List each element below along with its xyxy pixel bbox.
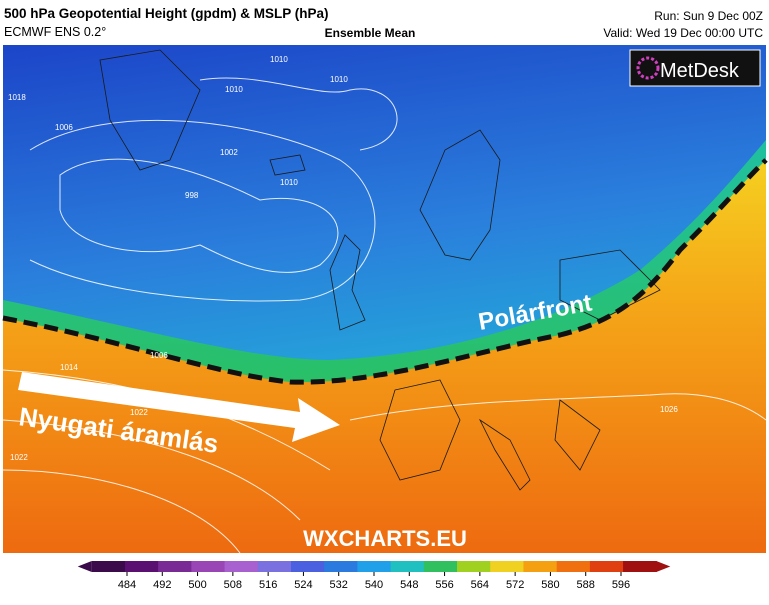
colorbar-segment — [124, 561, 159, 572]
colorbar-segment — [191, 561, 226, 572]
colorbar-segment — [324, 561, 358, 572]
subtitle: Ensemble Mean — [325, 26, 416, 40]
colorbar-tick-label: 516 — [259, 579, 277, 591]
logo: MetDesk — [660, 60, 740, 82]
colorbar-tick-label: 532 — [330, 579, 348, 591]
colorbar-segment — [623, 561, 657, 572]
colorbar-end — [77, 561, 92, 572]
colorbar-tick-label: 564 — [471, 579, 489, 591]
isobar-label: 1022 — [130, 408, 148, 417]
colorbar-tick-label: 596 — [612, 579, 630, 591]
model: ECMWF ENS 0.2° — [4, 25, 106, 39]
colorbar-tick-label: 572 — [506, 579, 524, 591]
valid: Valid: Wed 19 Dec 00:00 UTC — [603, 26, 763, 40]
colorbar-segment — [589, 561, 624, 572]
isobar-label: 1010 — [225, 85, 243, 94]
isobar-label: 1010 — [270, 55, 288, 64]
isobar-label: 1006 — [55, 123, 73, 132]
colorbar-segment — [357, 561, 392, 572]
colorbar-segment — [490, 561, 524, 572]
colorbar-segment — [423, 561, 458, 572]
colorbar-segment — [91, 561, 126, 572]
colorbar-segment — [457, 561, 491, 572]
isobar-label: 998 — [185, 191, 199, 200]
colorbar-tick-label: 580 — [541, 579, 559, 591]
colorbar-segment — [224, 561, 259, 572]
colorbar-tick-label: 492 — [153, 579, 171, 591]
colorbar-segment — [257, 561, 292, 572]
colorbar-tick-label: 556 — [435, 579, 453, 591]
isobar-label: 1026 — [660, 405, 678, 414]
colorbar-segment — [158, 561, 192, 572]
watermark: WXCHARTS.EU — [303, 526, 467, 551]
colorbar-tick-label: 548 — [400, 579, 418, 591]
header: 500 hPa Geopotential Height (gpdm) & MSL… — [4, 6, 763, 40]
colorbar-tick-label: 484 — [118, 579, 136, 591]
title: 500 hPa Geopotential Height (gpdm) & MSL… — [4, 6, 329, 21]
isobar-label: 1002 — [220, 148, 238, 157]
colorbar-segment — [556, 561, 591, 572]
colorbar-tick-label: 508 — [224, 579, 242, 591]
isobar-label: 1010 — [280, 178, 298, 187]
isobar-label: 1014 — [60, 363, 78, 372]
colorbar-tick-label: 500 — [188, 579, 206, 591]
colorbar-segment — [523, 561, 558, 572]
colorbar-tick-label: 524 — [294, 579, 312, 591]
colorbar-tick-label: 540 — [365, 579, 383, 591]
map: MetDesk Polárfront Nyugati áramlás WXCHA… — [2, 45, 768, 554]
colorbar-tick-label: 588 — [577, 579, 595, 591]
isobar-label: 1022 — [10, 453, 28, 462]
colorbar-segment — [290, 561, 325, 572]
colorbar-end — [656, 561, 671, 572]
colorbar-segment — [390, 561, 425, 572]
colorbar: 484 492 500 508 516 524 532 540 548 556 564 572 580 5… — [77, 561, 671, 591]
isobar-label: 1006 — [150, 351, 168, 360]
isobar-label: 1018 — [8, 93, 26, 102]
isobar-label: 1010 — [330, 75, 348, 84]
run: Run: Sun 9 Dec 00Z — [654, 9, 763, 23]
